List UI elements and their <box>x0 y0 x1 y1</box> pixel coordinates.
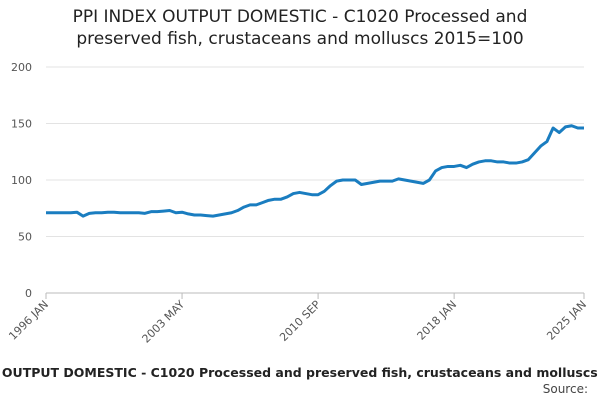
y-tick-label: 200 <box>11 61 32 74</box>
chart-title: PPI INDEX OUTPUT DOMESTIC - C1020 Proces… <box>72 7 528 49</box>
y-tick-label: 100 <box>11 174 32 187</box>
x-tick-label: 2003 MAY <box>140 298 188 346</box>
y-tick-label: 50 <box>18 231 32 244</box>
x-tick-label: 2025 JAN <box>544 298 589 343</box>
x-tick-label: 2010 SEP <box>277 298 323 344</box>
x-tick-label: 1996 JAN <box>6 298 51 343</box>
source-label: Source: <box>542 382 588 396</box>
y-tick-label: 150 <box>11 118 32 131</box>
y-tick-label: 0 <box>25 287 32 300</box>
footer-title: PPI INDEX OUTPUT DOMESTIC - C1020 Proces… <box>0 365 600 380</box>
data-line <box>46 124 584 218</box>
x-tick-label: 2018 JAN <box>415 298 460 343</box>
